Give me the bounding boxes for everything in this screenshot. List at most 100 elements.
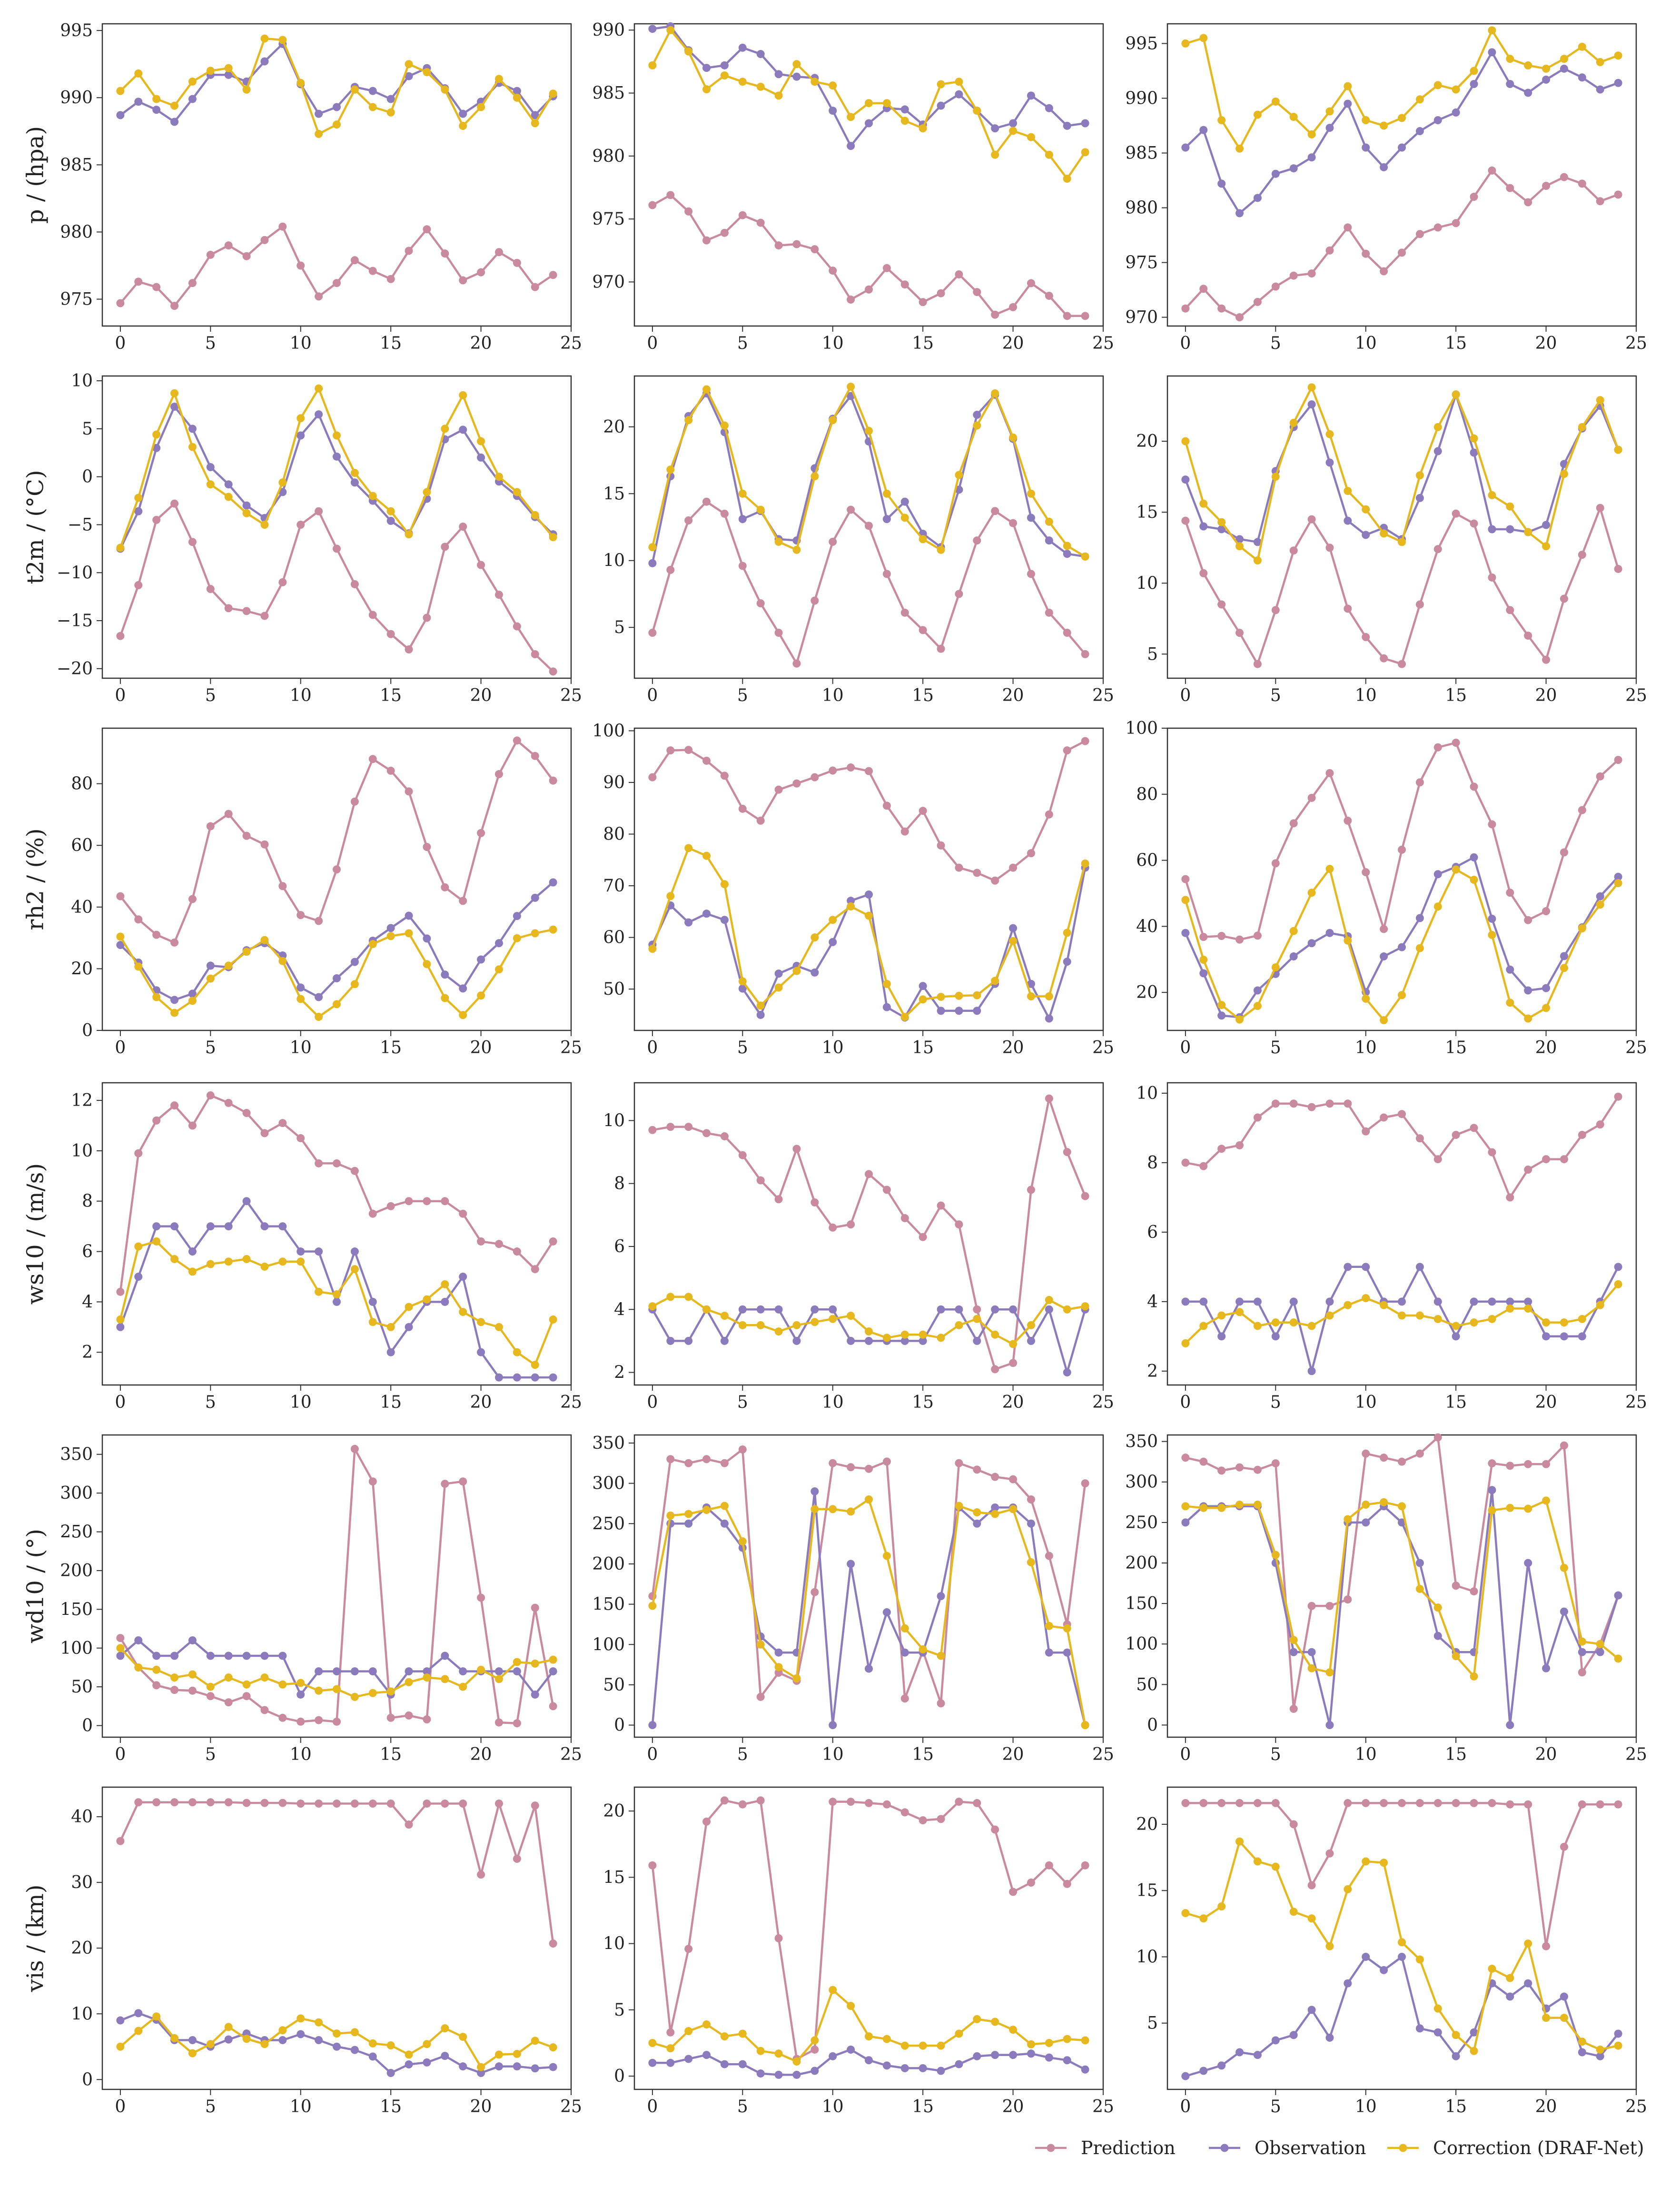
x-tick-label: 0 [1180, 2097, 1191, 2117]
data-point-prediction [919, 1233, 927, 1241]
data-point-observation [774, 1305, 783, 1314]
data-point-correction [206, 2040, 215, 2048]
data-point-correction [865, 2032, 873, 2041]
data-point-correction [738, 78, 747, 86]
data-point-prediction [1524, 198, 1532, 207]
data-point-correction [973, 2015, 981, 2023]
x-tick-label: 25 [1625, 1393, 1647, 1412]
data-point-correction [973, 991, 981, 999]
x-tick-label: 15 [380, 2097, 402, 2117]
data-point-prediction [829, 1223, 837, 1232]
y-tick-label: 30 [71, 1873, 93, 1892]
data-point-observation [1596, 2052, 1604, 2060]
data-point-correction [1271, 97, 1280, 106]
data-point-prediction [1488, 820, 1496, 829]
data-point-observation [847, 2045, 855, 2054]
series-prediction [116, 1798, 557, 1948]
y-tick-label: 40 [71, 1807, 93, 1827]
data-point-observation [549, 1373, 557, 1382]
y-tick-label: 20 [1136, 1815, 1158, 1834]
data-point-observation [188, 95, 197, 103]
data-point-observation [810, 1305, 819, 1314]
data-point-observation [224, 70, 233, 79]
data-point-prediction [459, 1209, 467, 1218]
data-point-prediction [1596, 772, 1604, 781]
data-point-observation [1344, 99, 1352, 108]
plot-frame [1166, 1786, 1637, 2090]
data-point-prediction [1063, 1148, 1071, 1157]
data-point-observation [1362, 143, 1370, 152]
y-tick-label: 5 [82, 419, 93, 439]
data-point-correction [1380, 121, 1388, 130]
data-point-prediction [386, 766, 395, 775]
series-correction [648, 1293, 1089, 1348]
data-point-prediction [1344, 1099, 1352, 1108]
data-point-correction [405, 1678, 413, 1686]
y-tick-label: 15 [603, 484, 625, 504]
y-tick-label: 300 [1125, 1473, 1158, 1492]
data-point-prediction [1027, 849, 1035, 858]
data-point-correction [774, 91, 783, 100]
x-tick-label: 0 [647, 1393, 658, 1412]
x-tick-label: 20 [1535, 1745, 1557, 1764]
y-tick-label: 10 [71, 1141, 93, 1161]
data-point-observation [333, 452, 341, 461]
data-point-prediction [1063, 628, 1071, 637]
data-point-prediction [937, 1699, 945, 1708]
y-tick-label: 5 [614, 618, 625, 637]
x-tick-label: 20 [470, 2097, 492, 2117]
data-point-observation [1181, 1297, 1190, 1306]
x-tick-label: 15 [912, 1393, 934, 1412]
data-point-prediction [1452, 219, 1460, 228]
x-tick-label: 25 [1092, 1745, 1114, 1764]
data-point-prediction [1045, 810, 1053, 819]
data-point-prediction [1063, 746, 1071, 755]
data-point-correction [919, 535, 927, 544]
data-point-observation [315, 1247, 323, 1256]
data-point-prediction [1307, 269, 1316, 278]
data-point-correction [116, 2042, 125, 2051]
series-correction [1181, 383, 1622, 565]
data-point-prediction [494, 770, 503, 779]
data-point-prediction [242, 607, 251, 615]
data-point-correction [1325, 1311, 1334, 1320]
x-tick-label: 25 [1625, 2097, 1647, 2117]
data-point-correction [116, 1315, 125, 1324]
data-point-prediction [116, 1837, 125, 1845]
data-point-correction [1415, 1955, 1424, 1964]
data-point-observation [900, 1336, 909, 1345]
data-point-correction [315, 1686, 323, 1695]
data-point-prediction [1271, 859, 1280, 868]
data-point-prediction [1271, 1459, 1280, 1468]
data-point-prediction [810, 596, 819, 605]
series-line-prediction [652, 740, 1086, 882]
data-point-correction [494, 2050, 503, 2059]
data-point-prediction [684, 207, 693, 216]
data-point-prediction [477, 1593, 485, 1602]
series-line-observation [119, 1200, 553, 1379]
data-point-correction [684, 2027, 693, 2035]
data-point-observation [1045, 104, 1053, 112]
data-point-correction [1470, 876, 1478, 884]
data-point-prediction [1325, 544, 1334, 552]
data-point-observation [1452, 108, 1460, 117]
series-line-prediction [119, 502, 554, 673]
y-tick-label: 20 [603, 417, 625, 437]
data-point-prediction [973, 288, 981, 297]
data-point-observation [368, 2052, 377, 2061]
data-point-prediction [1325, 1099, 1334, 1108]
data-point-correction [513, 2049, 521, 2058]
data-point-correction [1081, 552, 1089, 561]
data-point-correction [1524, 1504, 1532, 1513]
data-point-correction [494, 965, 503, 974]
data-point-prediction [333, 544, 341, 553]
data-point-correction [1199, 1503, 1208, 1512]
data-point-observation [152, 444, 161, 452]
data-point-correction [882, 1334, 891, 1342]
data-point-observation [738, 984, 747, 993]
data-point-correction [1344, 82, 1352, 90]
data-point-correction [702, 1305, 711, 1314]
data-point-observation [1452, 2052, 1460, 2060]
data-point-prediction [991, 1473, 999, 1481]
